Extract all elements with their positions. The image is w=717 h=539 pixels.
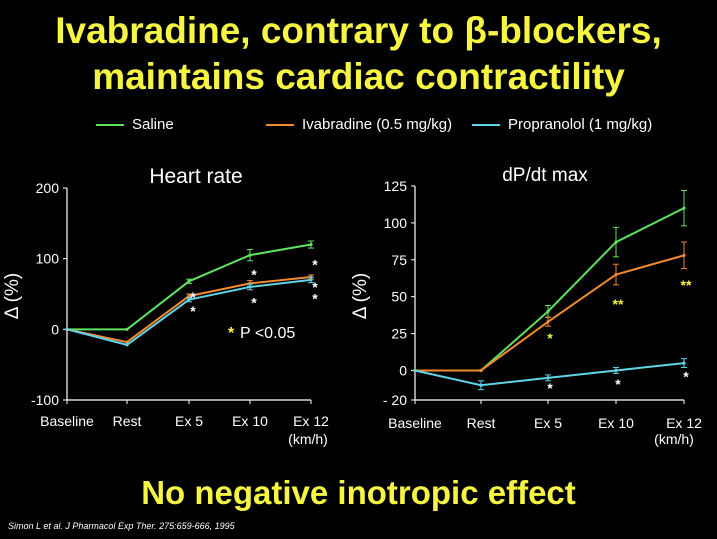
x-tick-label: Ex 5 — [175, 413, 203, 429]
y-tick-label: 0 — [399, 362, 407, 378]
x-tick-label: Ex 12 — [293, 413, 329, 429]
x-tick-label: Ex 10 — [598, 415, 634, 431]
series-point — [479, 368, 483, 373]
y-tick-label: - 20 — [383, 392, 407, 408]
y-tick-label: 0 — [51, 321, 59, 337]
y-tick-label: 200 — [36, 180, 60, 196]
legend-swatch-saline — [96, 123, 124, 126]
series-point — [125, 340, 129, 344]
legend: Saline Ivabradine (0.5 mg/kg) Propranolo… — [0, 116, 717, 140]
significance-marker: * — [547, 330, 553, 346]
series-line-1 — [67, 243, 312, 331]
significance-marker: * — [312, 256, 318, 272]
pvalue-text: P <0.05 — [240, 325, 295, 342]
x-tick-label: Baseline — [40, 413, 94, 429]
series-point — [65, 327, 69, 331]
x-axis-unit-label: (km/h) — [288, 431, 328, 447]
significance-marker: * — [312, 290, 318, 306]
x-tick-label: Ex 5 — [534, 415, 562, 431]
significance-marker: * — [615, 376, 621, 392]
significance-marker: * — [547, 380, 553, 396]
citation: Simon L et al. J Pharmacol Exp Ther. 275… — [8, 521, 235, 531]
footer-statement: No negative inotropic effect — [141, 474, 576, 511]
series-point — [125, 327, 129, 331]
chart-2: dP/dt max - 20 0 25 50 75 100 125 Baseline Rest Ex… — [350, 165, 702, 447]
x-tick-label: Ex 10 — [232, 413, 268, 429]
legend-label-saline: Saline — [132, 116, 174, 133]
chart-1: Heart rate -100 0 100 200 Baseline Rest Ex 5 Ex … — [2, 165, 329, 447]
series-line-1 — [415, 207, 685, 372]
x-axis-unit-label: (km/h) — [654, 431, 694, 447]
chart-title: dP/dt max — [502, 165, 588, 186]
slide-title-line-1: Ivabradine, contrary to β-blockers, — [55, 10, 662, 51]
legend-swatch-propranolol — [472, 123, 500, 126]
x-tick-label: Rest — [467, 415, 496, 431]
legend-swatch-ivabradine — [266, 123, 294, 126]
y-axis-label: Δ (%) — [2, 273, 23, 319]
significance-marker: * — [251, 266, 257, 282]
significance-marker: * — [190, 303, 196, 319]
y-tick-label: 25 — [391, 326, 407, 342]
x-tick-label: Baseline — [388, 415, 442, 431]
y-tick-label: 75 — [391, 252, 407, 268]
y-axis-label: Δ (%) — [350, 273, 371, 319]
significance-marker: ** — [681, 277, 692, 293]
y-tick-label: 100 — [384, 215, 408, 231]
series-line-2 — [415, 254, 685, 372]
y-tick-label: 125 — [384, 178, 408, 194]
significance-marker: * — [190, 289, 196, 305]
slide-title-line-2: maintains cardiac contractility — [92, 56, 625, 97]
significance-marker: ** — [613, 296, 624, 312]
pvalue-star: * — [228, 325, 235, 342]
legend-label-propranolol: Propranolol (1 mg/kg) — [508, 116, 653, 133]
y-tick-label: -100 — [31, 392, 59, 408]
legend-label-ivabradine: Ivabradine (0.5 mg/kg) — [302, 116, 453, 133]
x-tick-label: Ex 12 — [666, 415, 702, 431]
series-point — [413, 368, 417, 373]
series-point — [125, 343, 129, 347]
significance-marker: * — [251, 295, 257, 311]
significance-marker: * — [312, 279, 318, 295]
legend-item-saline: Saline — [96, 116, 174, 133]
chart-title: Heart rate — [149, 165, 242, 188]
x-tick-label: Rest — [113, 413, 142, 429]
legend-item-propranolol: Propranolol (1 mg/kg) — [472, 116, 652, 133]
y-tick-label: 100 — [36, 251, 60, 267]
legend-item-ivabradine: Ivabradine (0.5 mg/kg) — [266, 116, 452, 133]
y-tick-label: 50 — [391, 289, 407, 305]
significance-marker: * — [683, 368, 689, 384]
